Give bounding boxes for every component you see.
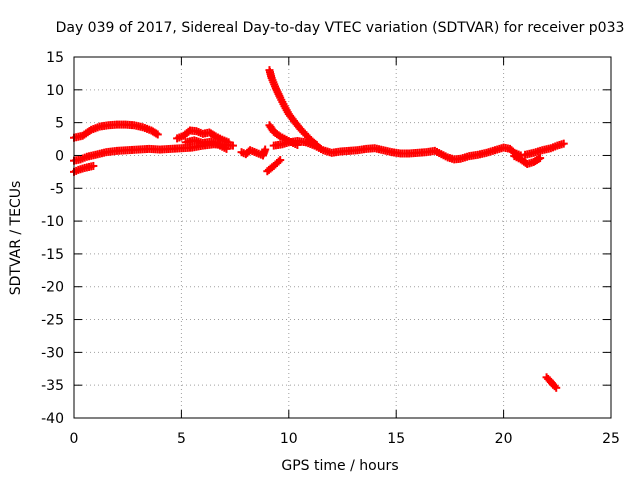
data-point [89, 161, 98, 170]
plot-frame [73, 56, 612, 419]
data-point [222, 144, 231, 153]
data-point [261, 145, 270, 154]
data-point [536, 154, 545, 163]
data-point [224, 138, 233, 147]
series-arc-late-dip [542, 373, 561, 392]
y-tick-label: 15 [46, 50, 64, 66]
data-point [550, 382, 559, 391]
y-tick-label: -20 [41, 280, 64, 296]
series-arc-segments-mid [237, 145, 270, 160]
series-arc-evening-lower [510, 152, 545, 168]
axis-ticks [73, 56, 612, 419]
y-tick-label: -10 [41, 214, 64, 230]
series-arc-wiggle [181, 136, 231, 153]
x-axis-label: GPS time / hours [281, 458, 398, 474]
y-tick-label: 0 [55, 148, 64, 164]
data-point [274, 157, 283, 166]
chart-title: Day 039 of 2017, Sidereal Day-to-day VTE… [56, 20, 625, 36]
y-tick-label: -30 [41, 345, 64, 361]
x-tick-labels: 0 5 10 15 20 25 [70, 431, 620, 447]
series-arc-steep-drop [265, 66, 321, 149]
data-point [228, 141, 237, 150]
x-tick-label: 25 [602, 431, 620, 447]
x-tick-label: 5 [177, 431, 186, 447]
y-tick-label: -15 [41, 247, 64, 263]
y-tick-label: -25 [41, 313, 64, 329]
grid [74, 57, 611, 418]
series-arc-upper-morning [70, 120, 162, 142]
data-point [559, 139, 568, 148]
y-tick-label: -5 [50, 181, 64, 197]
data-point [552, 383, 561, 392]
y-tick-labels: 15 10 5 0 -5 -10 -15 -20 -25 -30 -35 -40 [41, 50, 64, 427]
data-points [70, 66, 568, 392]
x-tick-label: 10 [280, 431, 298, 447]
y-tick-label: 5 [55, 116, 64, 132]
y-tick-label: -40 [41, 411, 64, 427]
series-arc-bump [173, 126, 233, 147]
y-tick-label: 10 [46, 83, 64, 99]
series-arc-short-lower [263, 156, 285, 176]
y-axis-label: SDTVAR / TECUs [8, 181, 24, 296]
data-point [276, 156, 285, 165]
x-tick-label: 20 [495, 431, 513, 447]
series-arc-evening-upper [521, 139, 568, 159]
data-point [153, 130, 162, 139]
x-tick-label: 15 [387, 431, 405, 447]
series-arc-baseline-b [269, 137, 525, 164]
x-tick-label: 0 [70, 431, 79, 447]
y-tick-label: -35 [41, 378, 64, 394]
